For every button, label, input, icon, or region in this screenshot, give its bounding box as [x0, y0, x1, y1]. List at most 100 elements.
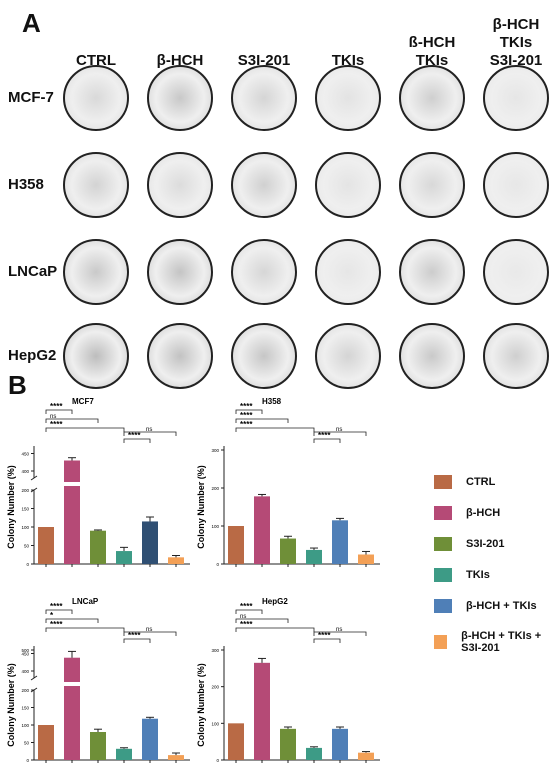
culture-dish — [483, 152, 549, 218]
column-header: S3I-201 — [224, 52, 304, 70]
bar — [332, 728, 348, 760]
significance-bracket — [45, 409, 73, 414]
significance-label: **** — [318, 431, 331, 440]
significance-label: ns — [146, 427, 152, 433]
y-axis-label: Colony Number (%) — [196, 663, 206, 747]
significance-bracket — [235, 618, 289, 623]
significance-bracket — [235, 427, 315, 432]
significance-label: **** — [128, 431, 141, 440]
bar — [116, 748, 132, 760]
culture-dish — [231, 152, 297, 218]
legend-label: β-HCH — [466, 507, 501, 519]
bar — [38, 725, 54, 760]
y-tick-label: 100 — [211, 721, 219, 726]
panel-a-letter: A — [22, 8, 41, 38]
column-header: β-HCH — [140, 52, 220, 70]
legend-item: TKIs — [434, 568, 490, 582]
legend-label: β-HCH + TKIs — [466, 600, 537, 612]
significance-bracket — [45, 427, 125, 432]
axis-break-mark — [30, 475, 38, 481]
y-tick-label: 150 — [21, 706, 29, 711]
legend-swatch — [434, 537, 452, 551]
y-tick-label: 0 — [216, 562, 219, 567]
axis-break-mark — [30, 675, 38, 681]
y-tick-label: 200 — [21, 488, 29, 493]
row-header: MCF-7 — [8, 89, 54, 106]
culture-dish — [63, 65, 129, 131]
column-header-line: ß-HCH — [408, 34, 456, 51]
column-header-line: S3I-201 — [237, 52, 291, 69]
culture-dish — [231, 65, 297, 131]
significance-label: ns — [50, 414, 56, 420]
significance-bracket — [313, 631, 367, 636]
culture-dish — [147, 65, 213, 131]
y-tick-label: 200 — [211, 486, 219, 491]
y-tick-label: 200 — [211, 685, 219, 690]
culture-dish — [147, 239, 213, 305]
column-header: TKIs — [308, 52, 388, 70]
significance-bracket — [313, 438, 341, 443]
significance-label: **** — [240, 420, 253, 429]
significance-label: **** — [240, 620, 253, 629]
chart-title: MCF7 — [72, 397, 94, 406]
culture-dish — [63, 323, 129, 389]
column-header-line: β-HCH — [156, 52, 204, 69]
culture-dish — [399, 152, 465, 218]
y-tick-label: 200 — [21, 688, 29, 693]
column-header-line: TKIs — [331, 52, 365, 69]
culture-dish — [399, 239, 465, 305]
legend-label: β-HCH + TKIs + S3I-201 — [461, 630, 542, 654]
chart-title: H358 — [262, 397, 282, 406]
significance-label: **** — [50, 402, 63, 411]
bar — [90, 530, 106, 564]
culture-dish — [63, 152, 129, 218]
culture-dish — [315, 65, 381, 131]
column-header-line: S3I-201 — [489, 52, 543, 69]
column-header: CTRL — [56, 52, 136, 70]
culture-dish — [483, 239, 549, 305]
y-tick-label: 400 — [21, 669, 29, 674]
significance-bracket — [123, 431, 177, 436]
bar — [228, 723, 244, 760]
y-tick-label: 100 — [21, 723, 29, 728]
significance-label: ns — [336, 627, 342, 633]
bar — [306, 549, 322, 564]
bar — [64, 657, 80, 760]
legend-item: β-HCH + TKIs — [434, 599, 537, 613]
legend-label: TKIs — [466, 569, 490, 581]
legend-item: S3I-201 — [434, 537, 505, 551]
significance-bracket — [235, 627, 315, 632]
significance-bracket — [45, 609, 73, 614]
y-tick-label: 300 — [211, 648, 219, 653]
y-tick-label: 450 — [21, 452, 29, 457]
bar — [358, 752, 374, 760]
chart-title: HepG2 — [262, 597, 288, 606]
bar — [228, 526, 244, 564]
significance-bracket — [123, 438, 151, 443]
legend-item: β-HCH + TKIs + S3I-201 — [434, 630, 550, 654]
y-tick-label: 0 — [216, 758, 219, 763]
culture-dish — [231, 239, 297, 305]
y-tick-label: 0 — [26, 562, 29, 567]
significance-bracket — [123, 631, 177, 636]
significance-bracket — [313, 431, 367, 436]
chart-mcf7: MCF7 Colony Number (%) 0 50 100 150 200 400 450 *… — [6, 397, 190, 567]
column-header-line: TKIs — [415, 52, 449, 69]
y-tick-label: 450 — [21, 652, 29, 657]
bar — [358, 554, 374, 564]
y-tick-label: 0 — [26, 758, 29, 763]
culture-dish — [315, 239, 381, 305]
chart-hepg2: HepG2 Colony Number (%) 0 100 200 300 **** ns **… — [196, 597, 380, 763]
significance-bracket — [45, 418, 99, 423]
legend-label: S3I-201 — [466, 538, 505, 550]
culture-dish — [399, 65, 465, 131]
bar — [280, 728, 296, 760]
bar — [168, 557, 184, 564]
y-tick-label: 500 — [21, 648, 29, 653]
bar-break-gap — [62, 682, 82, 686]
bar — [142, 521, 158, 564]
significance-bracket — [235, 609, 263, 614]
significance-label: **** — [318, 631, 331, 640]
significance-bracket — [123, 638, 151, 643]
